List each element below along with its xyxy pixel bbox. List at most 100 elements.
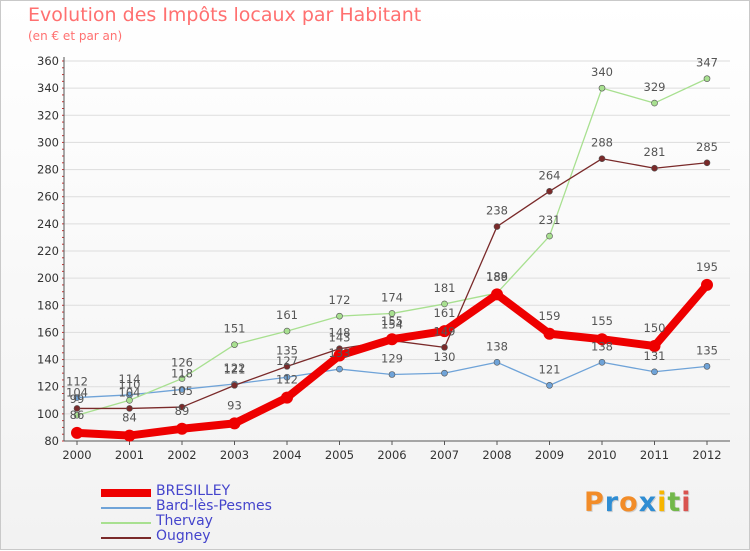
- data-point: [598, 84, 606, 92]
- data-point: [598, 358, 606, 366]
- legend-label: Ougney: [156, 528, 211, 544]
- data-point: [126, 396, 133, 404]
- data-label: 104: [66, 385, 88, 399]
- data-label: 130: [434, 350, 456, 364]
- data-label: 110: [119, 377, 141, 391]
- legend-swatch: [101, 489, 151, 497]
- data-point: [386, 333, 398, 346]
- logo-letter: i: [681, 487, 692, 518]
- data-point: [283, 363, 291, 370]
- logo-letter: i: [657, 487, 668, 518]
- data-point: [333, 349, 346, 362]
- y-tick-label: 360: [37, 54, 59, 68]
- data-point: [546, 187, 553, 195]
- legend-label: Bard-lès-Pesmes: [156, 498, 272, 514]
- chart-subtitle: (en € et par an): [28, 29, 123, 43]
- x-tick-label: 2004: [272, 448, 301, 462]
- data-label: 238: [486, 204, 508, 218]
- legend-swatch: [101, 507, 151, 509]
- y-tick-label: 320: [37, 108, 59, 122]
- data-point: [491, 288, 503, 301]
- data-label: 161: [276, 308, 298, 322]
- data-point: [178, 386, 186, 393]
- logo-letter: r: [604, 487, 620, 518]
- data-label: 181: [434, 281, 456, 295]
- logo-letter: x: [638, 487, 658, 518]
- data-label: 189: [486, 270, 508, 284]
- data-point: [441, 369, 448, 377]
- data-point: [441, 344, 448, 351]
- data-label: 155: [381, 314, 403, 328]
- data-label: 118: [171, 366, 193, 380]
- legend-swatch: [101, 522, 151, 524]
- x-tick-label: 2012: [692, 448, 721, 462]
- data-label: 135: [276, 343, 298, 357]
- data-label: 149: [434, 324, 456, 338]
- y-tick-label: 240: [37, 217, 59, 231]
- series-thervay: [73, 75, 711, 419]
- data-label: 129: [381, 352, 403, 366]
- data-label: 329: [644, 80, 666, 94]
- data-label: 281: [644, 145, 666, 159]
- data-label: 112: [276, 373, 298, 387]
- data-label: 143: [329, 331, 351, 345]
- data-label: 131: [644, 349, 666, 363]
- data-label: 172: [329, 293, 351, 307]
- chart-title: Evolution des Impôts locaux par Habitant: [28, 4, 422, 26]
- data-label: 285: [696, 140, 718, 154]
- data-point: [651, 368, 658, 376]
- data-label: 133: [329, 346, 351, 360]
- y-tick-label: 160: [37, 325, 59, 339]
- y-tick-label: 260: [37, 190, 59, 204]
- x-tick-label: 2000: [62, 448, 91, 462]
- data-label: 99: [70, 392, 85, 406]
- logo-letter: o: [619, 487, 639, 518]
- data-label: 84: [122, 411, 137, 425]
- y-tick-label: 200: [37, 271, 59, 285]
- series-bard-l-s-pesmes: [73, 358, 711, 401]
- data-label: 174: [381, 290, 403, 304]
- legend-label: BRESILLEY: [156, 483, 231, 499]
- data-label: 89: [175, 404, 190, 418]
- data-point: [648, 340, 661, 352]
- data-point: [176, 422, 188, 435]
- data-point: [598, 155, 606, 163]
- x-tick-label: 2010: [587, 448, 616, 462]
- data-point: [73, 394, 81, 401]
- x-tick-label: 2011: [640, 448, 669, 462]
- data-point: [703, 75, 711, 82]
- y-tick-label: 80: [44, 434, 59, 448]
- data-point: [336, 312, 343, 320]
- data-label: 151: [224, 322, 246, 336]
- data-label: 121: [224, 362, 246, 376]
- data-label: 347: [696, 56, 718, 70]
- series-bresilley: [71, 278, 713, 442]
- data-label: 150: [644, 321, 666, 335]
- data-point: [336, 365, 343, 373]
- data-point: [701, 278, 713, 291]
- proxiti-logo: Proxiti: [584, 487, 692, 518]
- data-point: [178, 403, 186, 411]
- data-label: 159: [539, 309, 561, 323]
- logo-letter: P: [584, 487, 605, 518]
- data-label: 231: [539, 213, 561, 227]
- x-tick-label: 2002: [167, 448, 196, 462]
- data-point: [441, 300, 448, 308]
- data-point: [281, 391, 293, 404]
- data-point: [178, 375, 186, 382]
- x-tick-label: 2001: [115, 448, 144, 462]
- x-tick-label: 2009: [535, 448, 564, 462]
- data-point: [73, 405, 81, 412]
- data-label: 161: [434, 306, 456, 320]
- data-label: 105: [171, 384, 193, 398]
- data-point: [703, 363, 711, 370]
- x-tick-label: 2003: [220, 448, 249, 462]
- data-label: 288: [591, 136, 613, 150]
- data-label: 340: [591, 65, 613, 79]
- data-label: 195: [696, 260, 718, 274]
- data-point: [283, 327, 291, 335]
- data-point: [651, 99, 658, 107]
- data-point: [703, 159, 711, 167]
- data-label: 154: [381, 318, 403, 332]
